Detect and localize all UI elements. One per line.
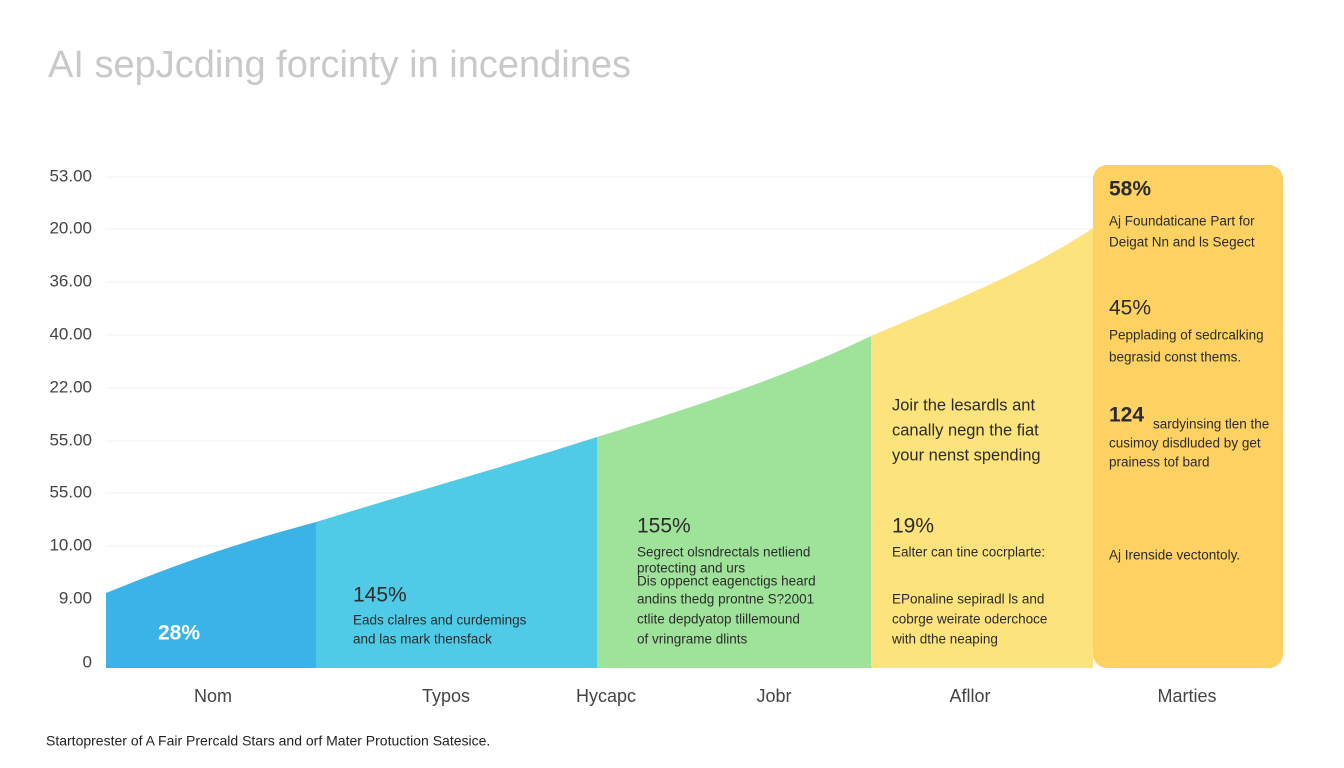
footnote: Startoprester of A Fair Prercald Stars a… bbox=[46, 733, 490, 749]
highlight-panel bbox=[1093, 165, 1283, 668]
text: cobrge weirate oderchoce bbox=[892, 612, 1047, 627]
text: EPonaline sepiradl ls and bbox=[892, 592, 1044, 607]
title: AI sepJcding forcinty in incendines bbox=[48, 44, 631, 86]
text: prainess tof bard bbox=[1109, 455, 1210, 470]
text: Eads clalres and curdemings bbox=[353, 613, 527, 628]
x-axis-label: Nom bbox=[194, 686, 232, 706]
text: of vringrame dlints bbox=[637, 632, 748, 647]
text: canally negn the fiat bbox=[892, 421, 1039, 439]
stat: 19% bbox=[892, 515, 934, 538]
text: Pepplading of sedrcalking bbox=[1109, 328, 1264, 343]
stat: 124 bbox=[1109, 404, 1144, 427]
x-axis-label: Jobr bbox=[756, 686, 791, 706]
text: Dis oppenct eagenctigs heard bbox=[637, 574, 816, 589]
stat: 155% bbox=[637, 515, 691, 538]
y-axis-label: 40.00 bbox=[49, 324, 92, 343]
x-axis-label: Hycapc bbox=[576, 686, 636, 706]
stat: 58% bbox=[1109, 178, 1151, 201]
y-axis-label: 53.00 bbox=[49, 166, 92, 185]
text: protecting and urs bbox=[637, 561, 745, 576]
x-axis-label: Marties bbox=[1157, 686, 1216, 706]
text: Aj Foundaticane Part for bbox=[1109, 214, 1255, 229]
text: with dthe neaping bbox=[891, 632, 998, 647]
text: Aj Irenside vectontoly. bbox=[1109, 548, 1240, 563]
text: begrasid const thems. bbox=[1109, 350, 1241, 365]
y-axis-label: 0 bbox=[83, 652, 92, 671]
text: ctlite depdyatop tlillemound bbox=[637, 612, 800, 627]
stat: 45% bbox=[1109, 297, 1151, 320]
stat: 28% bbox=[158, 622, 200, 645]
stat: 145% bbox=[353, 584, 407, 607]
y-axis-label: 55.00 bbox=[49, 430, 92, 449]
text: andins thedg prontne S?2001 bbox=[637, 592, 814, 607]
y-axis-label: 10.00 bbox=[49, 535, 92, 554]
text: your nenst spending bbox=[892, 446, 1041, 464]
text: and las mark thensfack bbox=[353, 632, 492, 647]
text: Ealter can tine cocrplarte: bbox=[892, 545, 1045, 560]
y-axis-label: 20.00 bbox=[49, 218, 92, 237]
text: cusimoy disdluded by get bbox=[1109, 436, 1261, 451]
y-axis-label: 9.00 bbox=[59, 588, 92, 607]
y-axis-label: 36.00 bbox=[49, 271, 92, 290]
text: Joir the lesardls ant bbox=[892, 396, 1035, 414]
x-axis-label: Afllor bbox=[949, 686, 990, 706]
text: Segrect olsndrectals netliend bbox=[637, 545, 810, 560]
text: sardyinsing tlen the bbox=[1153, 417, 1269, 432]
text: Deigat Nn and ls Segect bbox=[1109, 235, 1255, 250]
x-axis-label: Typos bbox=[422, 686, 470, 706]
y-axis-label: 22.00 bbox=[49, 377, 92, 396]
y-axis-label: 55.00 bbox=[49, 482, 92, 501]
